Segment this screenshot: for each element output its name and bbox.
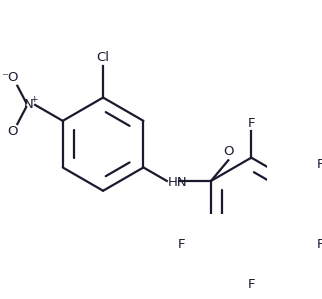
Text: F: F [178,238,185,251]
Text: O: O [7,125,18,138]
Text: F: F [248,118,255,130]
Text: F: F [317,238,322,251]
Text: Cl: Cl [97,51,109,64]
Text: O: O [223,145,233,158]
Text: ⁻O: ⁻O [1,71,19,84]
Text: F: F [248,278,255,291]
Text: F: F [317,158,322,171]
Text: N: N [24,98,33,112]
Text: HN: HN [168,176,188,189]
Text: +: + [31,95,38,104]
